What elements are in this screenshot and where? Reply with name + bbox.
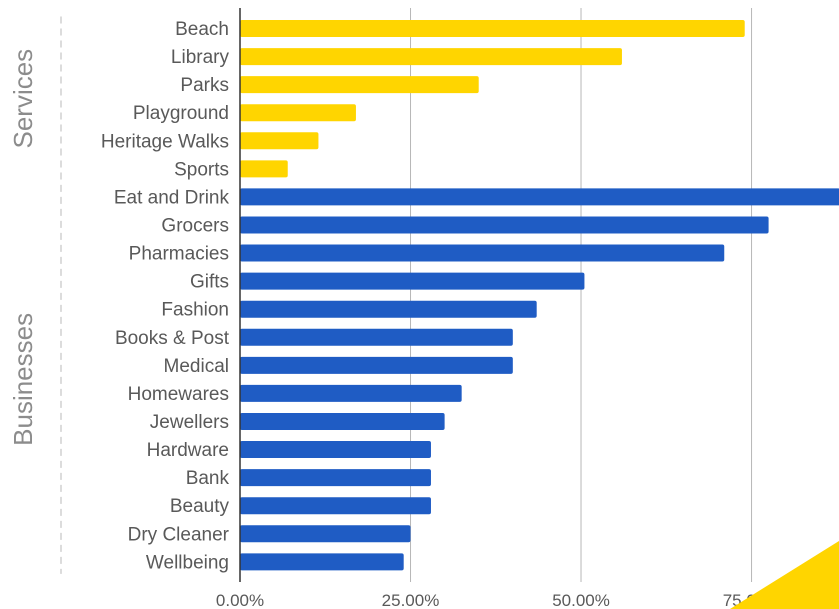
- bar-pharmacies: [240, 244, 725, 262]
- category-label: Beach: [175, 19, 229, 40]
- x-tick-label: 25.00%: [382, 591, 440, 609]
- x-tick-labels: 0.00%25.00%50.00%75.00%: [216, 591, 780, 609]
- x-tick-label: 0.00%: [216, 591, 264, 609]
- bar-sports: [240, 160, 288, 178]
- bar-grocers: [240, 216, 769, 234]
- bar-fashion: [240, 300, 537, 318]
- bar-beauty: [240, 497, 431, 515]
- gridlines: [410, 8, 753, 582]
- group-label-services: Services: [8, 49, 38, 149]
- bar-medical: [240, 356, 513, 374]
- x-tick-label: 50.00%: [552, 591, 610, 609]
- group-label-businesses: Businesses: [8, 313, 38, 446]
- corner-decoration: [730, 541, 839, 609]
- category-labels: Beach Library Parks Playground Heritage Walk…: [101, 19, 230, 573]
- bar-gifts: [240, 272, 585, 290]
- category-label: Bank: [186, 468, 230, 489]
- category-label: Hardware: [147, 440, 229, 461]
- bar-hardware: [240, 441, 431, 459]
- category-label: Jewellers: [150, 412, 229, 433]
- category-label: Medical: [164, 356, 229, 377]
- bar-beach: [240, 20, 745, 37]
- bar-library: [240, 48, 622, 66]
- category-label: Eat and Drink: [114, 187, 230, 208]
- bar-bank: [240, 469, 431, 487]
- bar-eat-and-drink: [240, 188, 839, 206]
- bar-books-and-post: [240, 328, 513, 346]
- category-label: Wellbeing: [146, 552, 229, 573]
- bar-dry-cleaner: [240, 525, 411, 543]
- category-label: Gifts: [190, 272, 229, 293]
- category-label: Library: [171, 47, 230, 68]
- category-label: Dry Cleaner: [128, 524, 230, 545]
- bar-parks: [240, 76, 479, 94]
- category-label: Beauty: [170, 496, 230, 517]
- category-label: Homewares: [128, 384, 229, 405]
- category-label: Sports: [174, 159, 229, 180]
- bars: [240, 20, 839, 571]
- bar-homewares: [240, 384, 462, 402]
- category-label: Grocers: [161, 215, 229, 236]
- category-label: Pharmacies: [129, 244, 229, 265]
- category-label: Books & Post: [115, 328, 230, 349]
- bar-playground: [240, 104, 356, 122]
- bar-jewellers: [240, 412, 445, 430]
- bar-wellbeing: [240, 553, 404, 571]
- category-label: Parks: [180, 75, 229, 96]
- group-labels: Services Businesses: [8, 16, 62, 574]
- category-label: Playground: [133, 103, 229, 124]
- category-label: Fashion: [161, 300, 229, 321]
- bar-heritage-walks: [240, 132, 319, 150]
- category-label: Heritage Walks: [101, 131, 229, 152]
